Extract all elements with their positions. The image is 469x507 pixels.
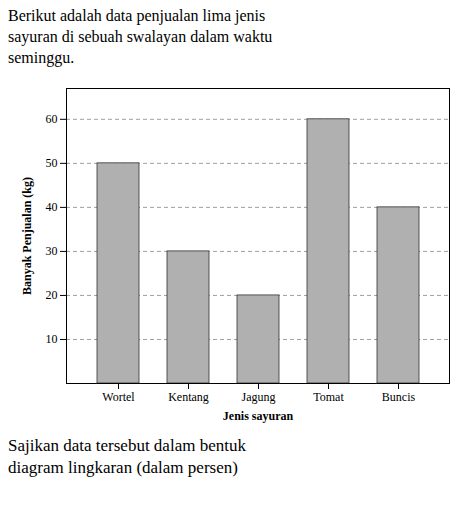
- html-text:Berikut adalah data penjualan: Berikut adalah data penjualan lima jenis…: [8, 7, 273, 66]
- svg-text:50: 50: [46, 157, 58, 171]
- html-text:Sajikan data tersebut dalam be: Sajikan data tersebut dalam bentuk diagr…: [8, 436, 246, 478]
- svg-text:Buncis: Buncis: [382, 390, 416, 404]
- svg-text:40: 40: [46, 201, 58, 215]
- svg-text:60: 60: [46, 113, 58, 127]
- svg-text:Jenis sayuran: Jenis sayuran: [223, 409, 294, 423]
- svg-text:30: 30: [46, 245, 58, 259]
- svg-text:Wortel: Wortel: [102, 390, 135, 404]
- svg-text:10: 10: [46, 333, 58, 347]
- svg-text:Banyak Penjualan (kg): Banyak Penjualan (kg): [20, 177, 34, 295]
- svg-text:Tomat: Tomat: [313, 390, 344, 404]
- svg-text:20: 20: [46, 289, 58, 303]
- svg-text:Kentang: Kentang: [168, 390, 209, 404]
- svg-text:Jagung: Jagung: [242, 390, 276, 404]
